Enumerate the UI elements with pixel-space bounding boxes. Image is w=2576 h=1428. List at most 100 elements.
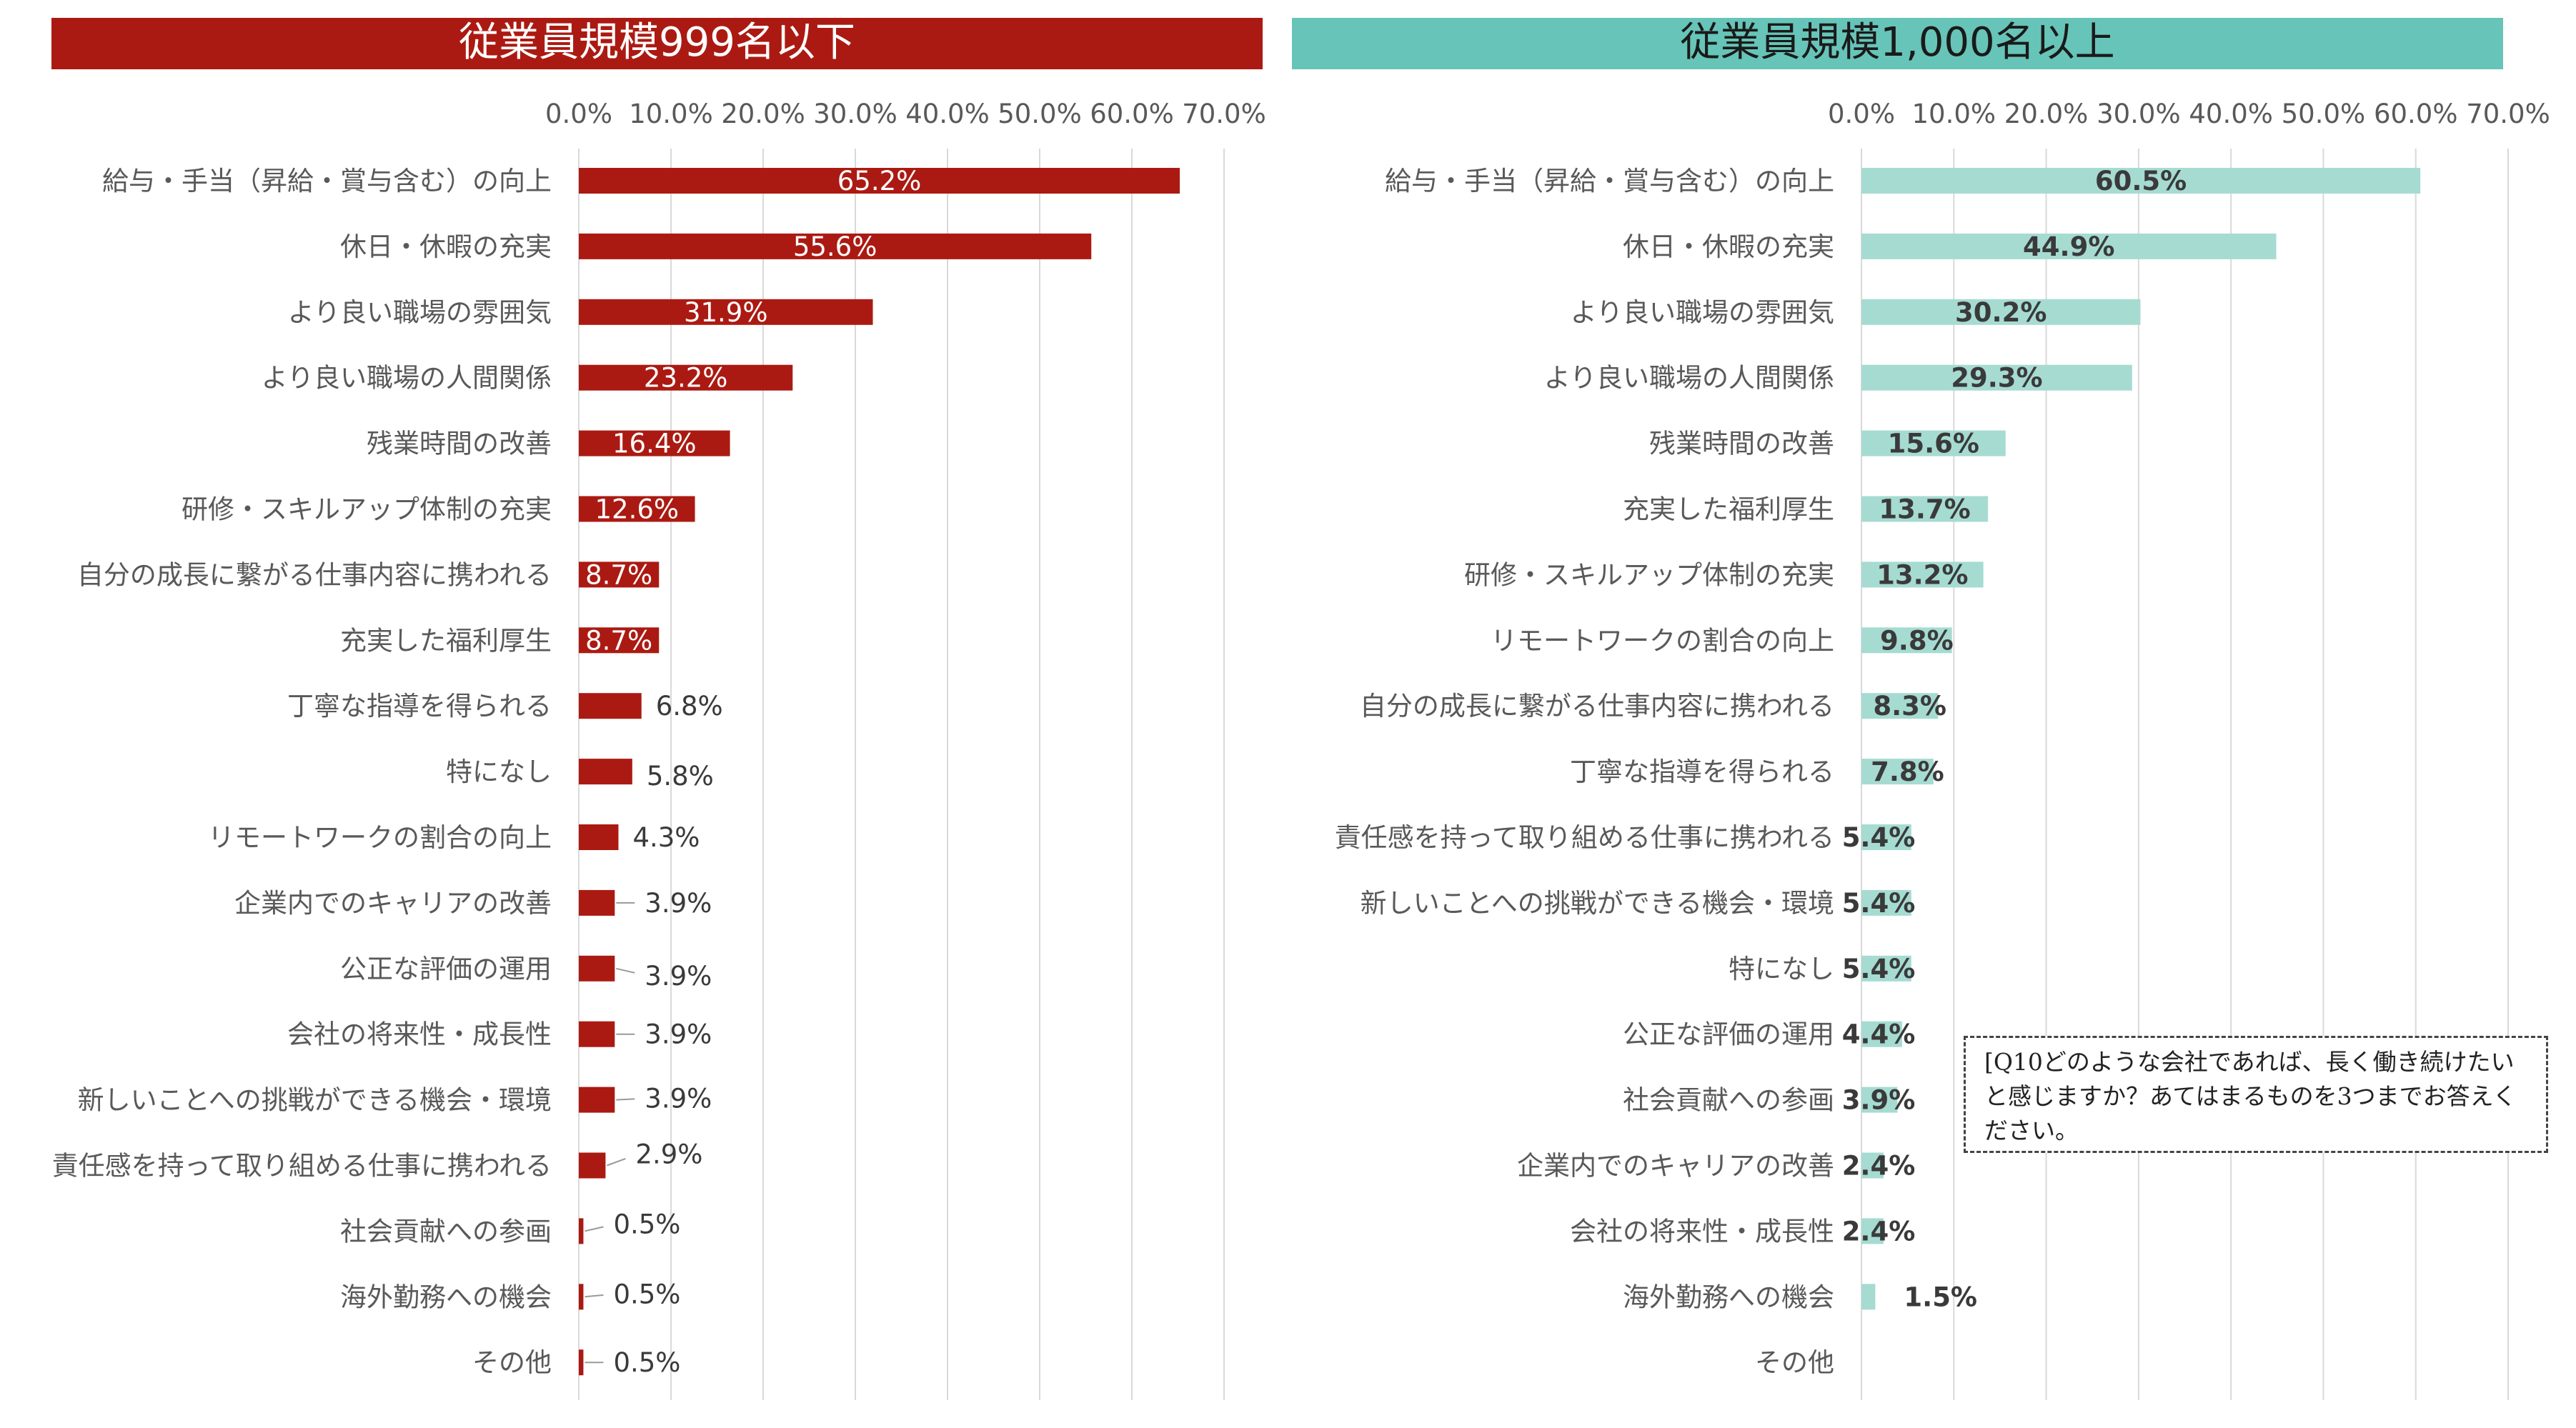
right-value-label: 5.4%: [1842, 954, 1916, 984]
left-value-label: 3.9%: [645, 888, 712, 919]
right-category-label: 充実した福利厚生: [1623, 494, 1834, 525]
right-bar: [1861, 627, 1952, 654]
right-x-tick-label: 20.0%: [2004, 99, 2089, 129]
right-x-tick-label: 0.0%: [1828, 99, 1895, 129]
left-value-label: 55.6%: [793, 231, 877, 262]
left-value-label: 8.7%: [585, 625, 652, 656]
right-bar: [1861, 693, 1939, 719]
left-bar: [579, 364, 793, 391]
right-value-label: 2.4%: [1842, 1151, 1916, 1182]
left-x-tick-label: 10.0%: [629, 99, 713, 129]
right-bar: [1861, 364, 2132, 391]
left-category-label: 丁寧な指導を得られる: [287, 691, 552, 722]
left-value-label: 3.9%: [645, 961, 712, 992]
left-bar: [579, 759, 632, 785]
right-value-label: 15.6%: [1888, 429, 1979, 459]
left-value-label: 12.6%: [595, 494, 679, 525]
left-value-label: 2.9%: [635, 1139, 702, 1170]
right-value-label: 8.3%: [1873, 691, 1946, 722]
left-x-tick-label: 20.0%: [721, 99, 805, 129]
left-x-tick-label: 0.0%: [545, 99, 612, 129]
left-value-label: 0.5%: [613, 1279, 680, 1309]
right-chart-title: 従業員規模1,000名以上: [1680, 19, 2114, 66]
left-bar: [579, 693, 642, 719]
left-bar: [579, 1021, 615, 1047]
left-bar: [579, 496, 695, 522]
right-bar: [1861, 1087, 1898, 1113]
right-category-label: 特になし: [1729, 954, 1834, 984]
question-note: [Q10どのような会社であれば、長く働き続けたいと感じますか？あてはまるものを3…: [1964, 1036, 2548, 1153]
right-category-label: 新しいことへの挑戦ができる機会・環境: [1361, 888, 1834, 919]
left-category-label: 公正な評価の運用: [340, 954, 552, 984]
right-category-label: より良い職場の雰囲気: [1571, 297, 1834, 328]
right-bar: [1861, 1218, 1884, 1244]
right-bar: [1861, 1021, 1902, 1047]
left-bar: [579, 889, 615, 916]
right-bar: [1861, 824, 1911, 850]
right-bar: [1861, 430, 2006, 456]
right-category-label: 給与・手当（昇給・賞与含む）の向上: [1385, 166, 1834, 196]
left-value-label: 0.5%: [613, 1347, 680, 1378]
right-bar: [1861, 1284, 1876, 1310]
left-bar: [579, 561, 660, 588]
left-category-label: 責任感を持って取り組める仕事に携われる: [52, 1151, 552, 1182]
left-x-tick-label: 70.0%: [1182, 99, 1266, 129]
right-bar: [1861, 233, 2277, 259]
left-bar: [579, 1152, 606, 1179]
left-bar: [579, 1087, 615, 1113]
left-value-label: 16.4%: [612, 429, 697, 459]
right-value-label: 7.8%: [1871, 757, 1944, 787]
right-value-label: 5.4%: [1842, 822, 1916, 853]
right-bar: [1861, 299, 2141, 325]
left-category-label: 残業時間の改善: [367, 429, 552, 459]
left-bar: [579, 1218, 584, 1244]
right-x-tick-label: 40.0%: [2189, 99, 2273, 129]
right-value-label: 44.9%: [2023, 231, 2114, 262]
right-value-label: 4.4%: [1842, 1019, 1916, 1050]
right-value-label: 3.9%: [1842, 1085, 1916, 1116]
right-category-label: 自分の成長に繋がる仕事内容に携われる: [1360, 691, 1834, 722]
right-category-label: その他: [1755, 1347, 1834, 1378]
left-bar: [579, 1349, 584, 1376]
left-category-label: 海外勤務への機会: [340, 1282, 552, 1312]
right-value-label: 9.8%: [1880, 625, 1954, 656]
left-bar: [579, 233, 1092, 259]
left-bar: [579, 955, 615, 982]
right-category-label: 会社の将来性・成長性: [1570, 1216, 1834, 1247]
left-x-tick-label: 30.0%: [813, 99, 897, 129]
right-bar: [1861, 1152, 1884, 1179]
left-value-label: 5.8%: [647, 761, 714, 792]
left-category-label: その他: [472, 1347, 552, 1378]
left-value-label: 6.8%: [656, 691, 723, 722]
left-value-label: 3.9%: [645, 1019, 712, 1050]
right-x-tick-label: 60.0%: [2374, 99, 2458, 129]
right-value-label: 2.4%: [1842, 1216, 1916, 1247]
right-bar: [1861, 889, 1911, 916]
right-category-label: 休日・休暇の充実: [1623, 231, 1834, 262]
left-category-label: より良い職場の人間関係: [262, 363, 552, 394]
left-x-tick-label: 40.0%: [905, 99, 990, 129]
left-bar: [579, 168, 1180, 194]
left-category-label: 給与・手当（昇給・賞与含む）の向上: [102, 166, 552, 196]
right-value-label: 13.7%: [1879, 494, 1970, 525]
left-value-label: 8.7%: [585, 559, 652, 590]
right-category-label: 研修・スキルアップ体制の充実: [1464, 559, 1834, 590]
left-value-label: 31.9%: [684, 297, 768, 328]
left-leader-line: [616, 967, 635, 974]
right-bar: [1861, 168, 2421, 194]
right-value-label: 1.5%: [1904, 1282, 1977, 1312]
left-bar: [579, 627, 660, 654]
left-bar: [579, 299, 873, 325]
right-category-label: 公正な評価の運用: [1623, 1019, 1834, 1050]
right-category-label: 社会貢献への参画: [1623, 1085, 1834, 1116]
right-category-label: より良い職場の人間関係: [1544, 363, 1834, 394]
left-bar: [579, 824, 619, 850]
left-category-label: 自分の成長に繋がる仕事内容に携われる: [77, 559, 552, 590]
left-leader-line: [585, 1294, 604, 1298]
left-category-label: 会社の将来性・成長性: [287, 1019, 552, 1050]
left-category-label: リモートワークの割合の向上: [208, 822, 552, 853]
right-category-label: 責任感を持って取り組める仕事に携われる: [1335, 822, 1834, 853]
right-bar: [1861, 496, 1989, 522]
right-value-label: 13.2%: [1876, 559, 1968, 590]
